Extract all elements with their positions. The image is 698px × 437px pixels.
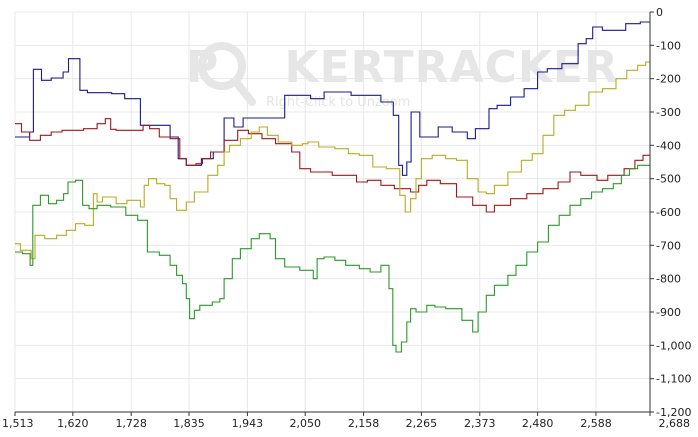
y-tick-label: -200: [656, 73, 681, 86]
y-tick-label: -600: [656, 206, 681, 219]
watermark-brand: P KERTRACKER: [186, 42, 619, 93]
x-tick-label: 2,373: [464, 417, 496, 430]
watermark-hint: Right-Click to Unzoom: [266, 95, 410, 110]
y-tick-label: 0: [656, 6, 663, 19]
y-tick-label: -1,200: [656, 406, 691, 419]
watermark: P KERTRACKER Right-Click to Unzoom: [186, 42, 619, 110]
y-tick-label: -1,100: [656, 373, 691, 386]
x-tick-label: 1,620: [57, 417, 89, 430]
watermark-magnifier-icon: [198, 42, 246, 90]
x-tick-label: 2,158: [348, 417, 380, 430]
grid-lines: [14, 11, 651, 413]
x-tick-label: 1,728: [115, 417, 147, 430]
x-tick-label: 2,688: [659, 417, 691, 430]
x-tick-label: 2,588: [580, 417, 612, 430]
x-tick-label: 2,480: [522, 417, 554, 430]
series-group: [15, 21, 650, 353]
series-line-2: [15, 118, 650, 213]
y-tick-label: -300: [656, 106, 681, 119]
y-tick-label: -400: [656, 139, 681, 152]
y-tick-label: -900: [656, 306, 681, 319]
y-tick-label: -700: [656, 239, 681, 252]
series-line-1: [15, 21, 650, 176]
y-axis-ticks: 0 -100 -200 -300 -400 -500 -600 -700 -800 -900 -1,…: [650, 6, 691, 419]
series-line-3: [15, 61, 650, 260]
y-tick-label: -100: [656, 39, 681, 52]
x-tick-label: 2,265: [406, 417, 438, 430]
x-axis-ticks: 1,513 1,620 1,728 1,835 1,943 2,050 2,158 2,265…: [2, 412, 690, 430]
y-tick-label: -1,000: [656, 339, 691, 352]
y-tick-label: -500: [656, 173, 681, 186]
x-tick-label: 1,835: [173, 417, 205, 430]
x-tick-label: 1,943: [232, 417, 264, 430]
x-tick-label: 1,513: [2, 417, 34, 430]
watermark-magnifier-handle: [232, 78, 256, 106]
series-line-4: [15, 164, 650, 353]
y-tick-label: -800: [656, 273, 681, 286]
x-tick-label: 2,050: [289, 417, 321, 430]
